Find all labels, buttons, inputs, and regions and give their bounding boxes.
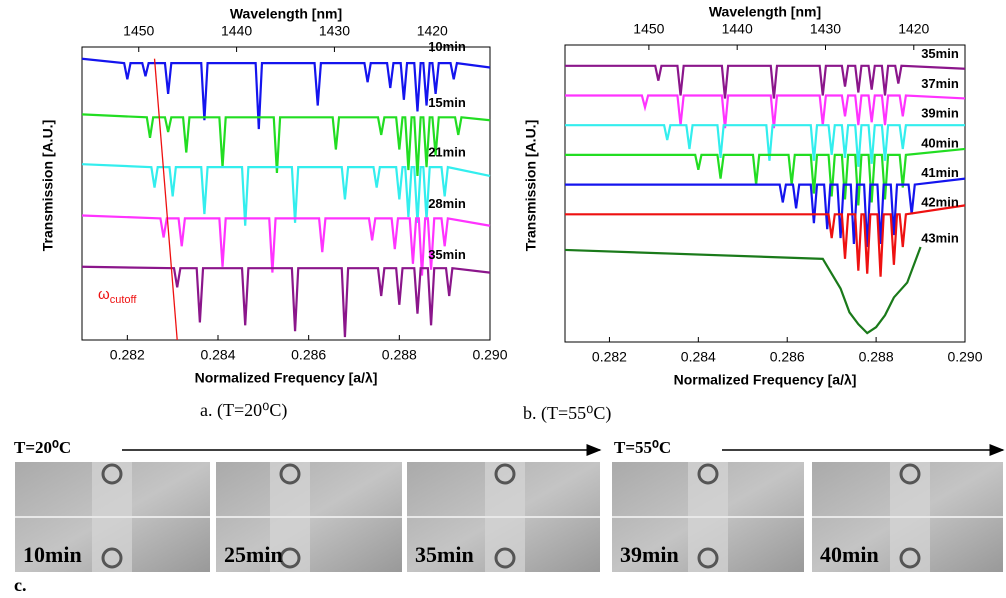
spectrum-line xyxy=(81,265,491,338)
arrow-label: T=20⁰C xyxy=(14,438,71,457)
plot-frame xyxy=(81,46,491,341)
charts: 0.282 0.284 0.286 0.288 0.290 1450 1440 1430 142… xyxy=(40,4,983,388)
tick-label: 0.288 xyxy=(382,347,417,363)
tick-label: 1430 xyxy=(319,23,350,39)
photo-label: 35min xyxy=(415,542,474,567)
series-label: 28min xyxy=(428,196,466,211)
tick-label: 0.288 xyxy=(859,349,894,365)
caption-b: b. (T=55⁰C) xyxy=(523,403,611,424)
tick-label: 0.284 xyxy=(200,347,235,363)
tick-label: 0.290 xyxy=(472,347,507,363)
cutoff-line xyxy=(153,58,178,341)
x-axis-title: Normalized Frequency [a/λ] xyxy=(674,372,857,388)
series-label: 15min xyxy=(428,95,466,110)
spectrum-line xyxy=(565,64,966,99)
photo-droplet xyxy=(697,547,719,569)
tick-label: 1450 xyxy=(633,21,664,37)
series-label: 10min xyxy=(428,39,466,54)
y-axis-title: Transmission [A.U.] xyxy=(523,120,539,251)
series-label: 42min xyxy=(921,195,959,210)
photo-label: 39min xyxy=(620,542,679,567)
photo-droplet xyxy=(494,463,516,485)
tick-label: 0.286 xyxy=(770,349,805,365)
photo-droplet xyxy=(279,547,301,569)
series-label: 40min xyxy=(921,135,959,150)
photo-droplet xyxy=(899,463,921,485)
photo-droplet xyxy=(101,463,123,485)
tick-label: 1440 xyxy=(722,21,753,37)
photo-droplet xyxy=(697,463,719,485)
plot-frame xyxy=(564,44,966,343)
arrow-label: T=55⁰C xyxy=(614,438,671,457)
spectrum-line xyxy=(565,124,965,167)
y-axis-title: Transmission [A.U.] xyxy=(40,120,56,251)
series-label: 39min xyxy=(921,106,959,121)
caption-c: c. xyxy=(14,575,27,595)
spectrum-line xyxy=(565,94,966,129)
series-label: 21min xyxy=(428,145,466,160)
tick-label: 1420 xyxy=(898,21,929,37)
photos: 10min 25min 35min 39min 40min xyxy=(15,462,1003,572)
photo-droplet xyxy=(899,547,921,569)
cutoff-label: ωcutoff xyxy=(98,286,137,306)
caption-a: a. (T=20⁰C) xyxy=(200,400,287,421)
series-label: 37min xyxy=(921,76,959,91)
tick-label: 0.282 xyxy=(110,347,145,363)
tick-label: 1450 xyxy=(123,23,154,39)
spectrum-line xyxy=(81,57,491,130)
tick-label: 0.284 xyxy=(681,349,716,365)
spectrum-line xyxy=(565,147,966,206)
tick-label: 0.290 xyxy=(947,349,982,365)
spectrum-line xyxy=(81,113,491,176)
series-label: 43min xyxy=(921,230,959,245)
photo-droplet xyxy=(279,463,301,485)
tick-label: 1420 xyxy=(417,23,448,39)
series-label: 35min xyxy=(428,247,466,262)
photo-droplet xyxy=(494,547,516,569)
x2-axis-title: Wavelength [nm] xyxy=(230,6,342,22)
cutoff-symbol: ω xyxy=(98,286,110,303)
series-label: 35min xyxy=(921,46,959,61)
photo-label: 25min xyxy=(224,542,283,567)
tick-label: 1440 xyxy=(221,23,252,39)
cutoff-subscript: cutoff xyxy=(110,294,138,306)
x-axis-title: Normalized Frequency [a/λ] xyxy=(195,370,378,386)
photo-droplet xyxy=(101,547,123,569)
spectrum-line xyxy=(81,163,491,226)
tick-label: 1430 xyxy=(810,21,841,37)
spectrum-line xyxy=(81,214,491,276)
spectrum-line xyxy=(565,204,966,277)
photo-label: 10min xyxy=(23,542,82,567)
tick-label: 0.286 xyxy=(291,347,326,363)
spectrum-line xyxy=(565,177,966,248)
series-label: 41min xyxy=(921,165,959,180)
spectrum-line xyxy=(564,246,922,335)
tick-label: 0.282 xyxy=(592,349,627,365)
x2-axis-title: Wavelength [nm] xyxy=(709,4,821,20)
photo-label: 40min xyxy=(820,542,879,567)
